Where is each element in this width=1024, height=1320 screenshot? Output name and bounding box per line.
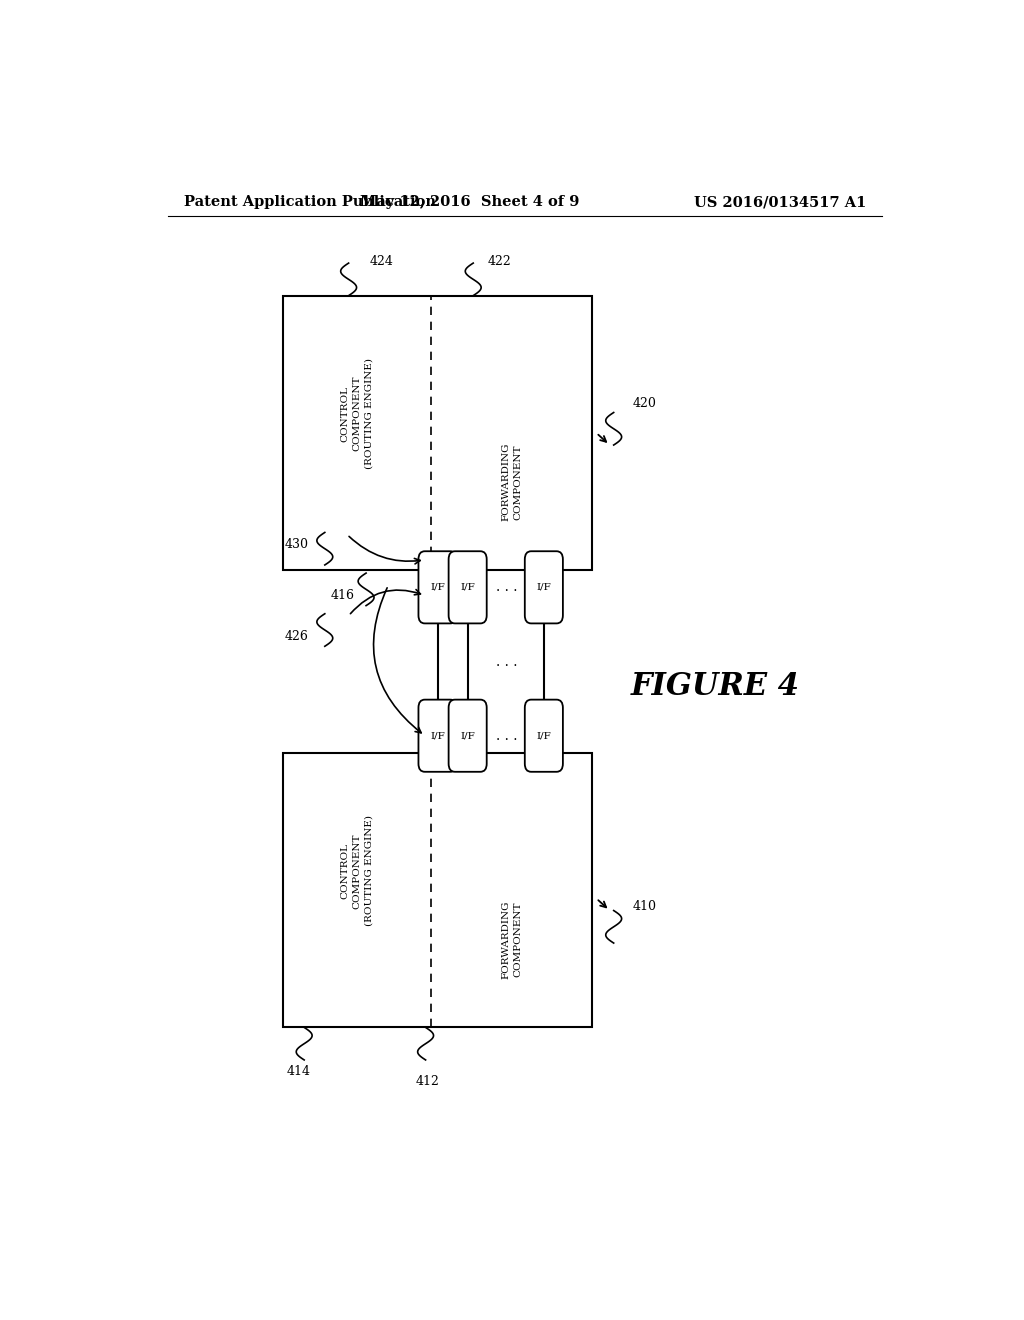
Text: 424: 424	[370, 255, 394, 268]
Text: I/F: I/F	[537, 583, 551, 591]
Text: 416: 416	[330, 589, 354, 602]
FancyBboxPatch shape	[449, 700, 486, 772]
Text: Patent Application Publication: Patent Application Publication	[183, 195, 435, 209]
Text: 430: 430	[285, 539, 309, 552]
Text: CONTROL
COMPONENT
(ROUTING ENGINE): CONTROL COMPONENT (ROUTING ENGINE)	[341, 816, 374, 927]
Text: I/F: I/F	[460, 731, 475, 741]
Text: 426: 426	[285, 630, 309, 643]
Text: I/F: I/F	[430, 583, 444, 591]
FancyBboxPatch shape	[283, 296, 592, 570]
Text: FORWARDING
COMPONENT: FORWARDING COMPONENT	[502, 444, 522, 521]
FancyBboxPatch shape	[524, 700, 563, 772]
Text: US 2016/0134517 A1: US 2016/0134517 A1	[693, 195, 866, 209]
Text: I/F: I/F	[460, 583, 475, 591]
Text: 422: 422	[487, 255, 511, 268]
FancyBboxPatch shape	[449, 552, 486, 623]
Text: CONTROL
COMPONENT
(ROUTING ENGINE): CONTROL COMPONENT (ROUTING ENGINE)	[341, 358, 374, 469]
FancyBboxPatch shape	[419, 552, 457, 623]
Text: . . .: . . .	[496, 581, 517, 594]
Text: 410: 410	[633, 900, 656, 913]
Text: 420: 420	[633, 397, 656, 411]
Text: May 12, 2016  Sheet 4 of 9: May 12, 2016 Sheet 4 of 9	[359, 195, 579, 209]
Text: . . .: . . .	[496, 655, 517, 668]
Text: . . .: . . .	[496, 729, 517, 743]
Text: I/F: I/F	[430, 731, 444, 741]
Text: FORWARDING
COMPONENT: FORWARDING COMPONENT	[502, 900, 522, 979]
FancyBboxPatch shape	[283, 752, 592, 1027]
FancyBboxPatch shape	[524, 552, 563, 623]
Text: FIGURE 4: FIGURE 4	[631, 672, 800, 702]
Text: 412: 412	[416, 1076, 439, 1088]
Text: 414: 414	[287, 1065, 310, 1078]
FancyBboxPatch shape	[419, 700, 457, 772]
Text: I/F: I/F	[537, 731, 551, 741]
